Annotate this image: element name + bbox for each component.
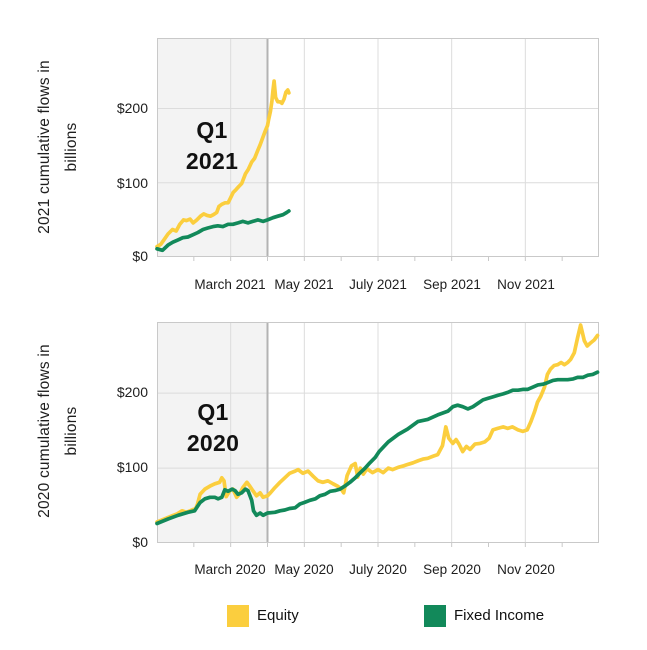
q1-2020-annotation: Q1 2020	[187, 397, 239, 459]
x-tick-label-sep-2021: Sep 2021	[423, 277, 481, 292]
x-tick-label-march-2021: March 2021	[194, 277, 266, 292]
y-tick-label-0: $0	[132, 534, 148, 550]
y-tick-label-100: $100	[116, 175, 148, 191]
q1-annotation-line2: 2020	[186, 430, 240, 456]
equity-legend-label: Equity	[257, 607, 299, 624]
x-tick-label-nov-2021: Nov 2021	[497, 277, 555, 292]
y-tick-label-0: $0	[132, 248, 148, 264]
x-tick-label-march-2020: March 2020	[194, 562, 266, 577]
x-tick-label-july-2020: July 2020	[349, 562, 407, 577]
y-axis-label-2020: 2020 cumulative flows in billions	[31, 261, 85, 601]
x-tick-label-nov-2020: Nov 2020	[497, 562, 555, 577]
x-tick-label-may-2021: May 2021	[274, 277, 334, 292]
x-tick-label-july-2021: July 2021	[349, 277, 407, 292]
fixed-income-legend-label: Fixed Income	[454, 607, 545, 624]
q1-2021-annotation: Q1 2021	[186, 115, 238, 177]
y-axis-label-line2: billions	[63, 406, 80, 456]
y-tick-label-200: $200	[116, 384, 148, 400]
fixed-income-legend-swatch	[424, 605, 446, 627]
q1-annotation-line1: Q1	[197, 399, 229, 425]
y-tick-label-200: $200	[116, 100, 148, 116]
x-tick-label-may-2020: May 2020	[274, 562, 334, 577]
q1-annotation-line1: Q1	[196, 117, 228, 143]
y-tick-label-100: $100	[116, 459, 148, 475]
chart-plot-2020	[155, 322, 600, 547]
equity-legend-swatch	[227, 605, 249, 627]
chart-plot-2021	[155, 38, 599, 261]
y-axis-label-line1: 2020 cumulative flows in	[36, 344, 53, 518]
q1-annotation-line2: 2021	[185, 148, 239, 174]
x-tick-label-sep-2020: Sep 2020	[423, 562, 481, 577]
